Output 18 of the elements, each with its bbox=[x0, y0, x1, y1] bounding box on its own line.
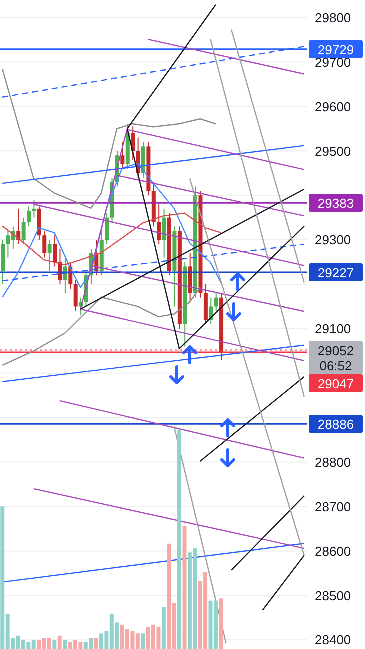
ref-line-label: 29729 bbox=[318, 42, 354, 58]
y-tick-label: 29700 bbox=[315, 54, 352, 70]
y-tick-label: 28600 bbox=[315, 544, 352, 559]
ref-line-label: 28886 bbox=[318, 417, 354, 432]
y-tick-label: 29800 bbox=[315, 10, 352, 26]
ref-line-label: 29047 bbox=[318, 376, 354, 392]
ref-line-label: 29052 bbox=[318, 343, 354, 358]
y-tick-label: 28400 bbox=[315, 632, 352, 648]
ref-line-label: 29383 bbox=[318, 196, 354, 212]
ref-line-label: 29227 bbox=[318, 265, 354, 280]
y-tick-label: 28800 bbox=[315, 454, 352, 470]
y-tick-label: 29100 bbox=[315, 322, 352, 337]
y-tick-label: 29300 bbox=[315, 232, 352, 248]
y-tick-label: 28500 bbox=[315, 588, 352, 604]
y-tick-label: 28700 bbox=[315, 499, 352, 514]
y-tick-label: 29500 bbox=[315, 144, 352, 159]
text: 06:52 bbox=[320, 358, 352, 374]
y-tick-label: 29600 bbox=[315, 99, 352, 114]
